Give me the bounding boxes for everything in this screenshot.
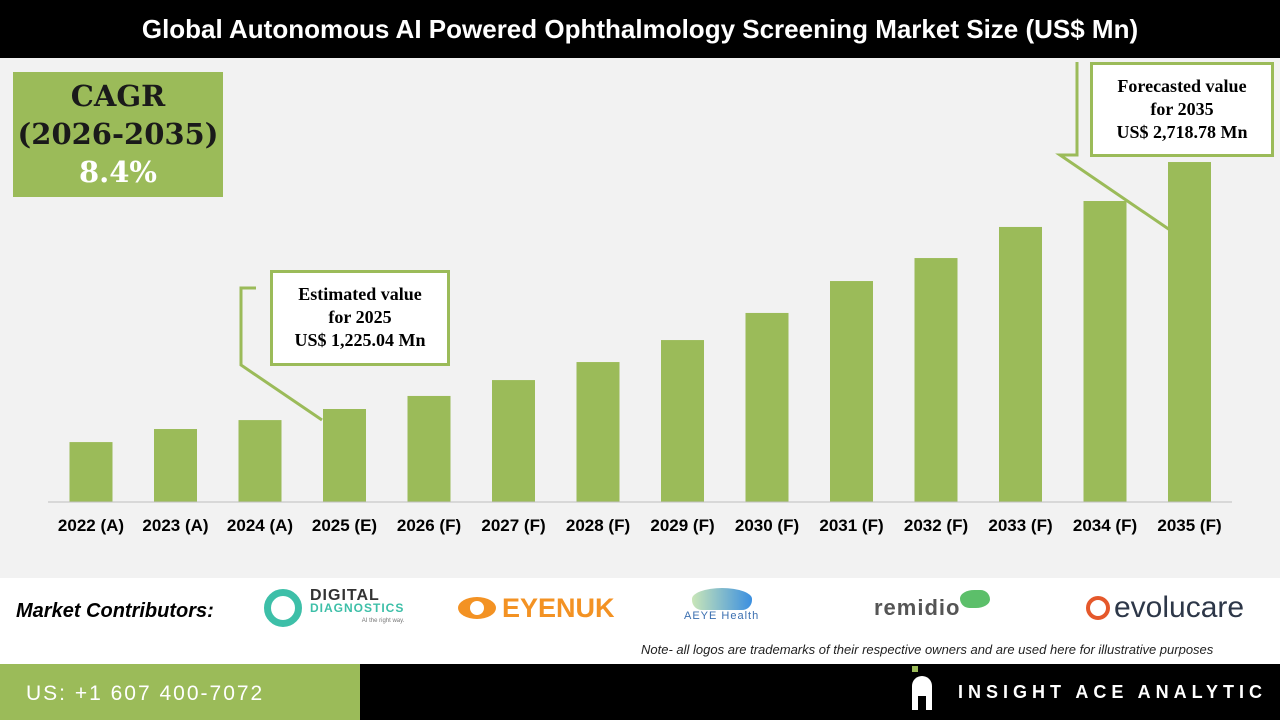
estimated-connector	[239, 286, 323, 422]
x-tick-label: 2023 (A)	[142, 516, 208, 535]
estimated-value-callout: Estimated value for 2025 US$ 1,225.04 Mn	[270, 270, 450, 366]
logo-eyenuk: EYENUK	[458, 588, 615, 628]
bar-2034-f-	[1083, 201, 1127, 502]
logo-text: DIGITAL	[310, 586, 380, 604]
bar-2026-f-	[407, 395, 451, 502]
bar-2035-f-	[1168, 162, 1211, 503]
logo-text: remidio	[874, 595, 961, 620]
x-tick-label: 2024 (A)	[227, 516, 293, 535]
market-contributors: Market Contributors: DIGITAL DIAGNOSTICS…	[0, 578, 1280, 664]
callout-line: Estimated value	[298, 284, 422, 304]
callout-line: for 2025	[328, 307, 392, 327]
callout-value: US$ 2,718.78 Mn	[1116, 122, 1248, 142]
callout-line: Forecasted value	[1117, 76, 1247, 96]
x-tick-label: 2031 (F)	[819, 516, 883, 535]
ring-icon	[264, 589, 302, 627]
bar-2023-a-	[154, 429, 197, 502]
callout-value: US$ 1,225.04 Mn	[294, 330, 426, 350]
logo-evolucare: evolucare	[1086, 588, 1244, 628]
bar-2028-f-	[576, 362, 620, 502]
bar-chart: 2022 (A) 2023 (A) 2024 (A) 2025 (E) 2026 (F)…	[48, 62, 1232, 535]
forecast-value-callout: Forecasted value for 2035 US$ 2,718.78 M…	[1090, 62, 1274, 157]
logo-text: evolucare	[1114, 591, 1245, 624]
x-tick-label: 2025 (E)	[312, 516, 377, 535]
chart-title: Global Autonomous AI Powered Ophthalmolo…	[0, 0, 1280, 58]
forecast-connector	[1055, 62, 1171, 232]
cagr-label: CAGR	[70, 79, 166, 113]
logo-text: AEYE Health	[684, 610, 760, 622]
cagr-period: (2026-2035)	[17, 117, 219, 151]
x-tick-label: 2022 (A)	[58, 516, 124, 535]
eye-icon	[691, 588, 752, 610]
logo-remidio: remidio	[874, 588, 991, 628]
logo-tagline: AI the right way.	[361, 617, 405, 624]
leaf-icon	[960, 590, 991, 608]
x-tick-label: 2033 (F)	[988, 516, 1052, 535]
bar-2033-f-	[999, 226, 1042, 503]
logo-digital-diagnostics: DIGITAL DIAGNOSTICS AI the right way.	[264, 586, 405, 628]
bar-2024-a-	[238, 420, 282, 502]
bar-2032-f-	[914, 258, 958, 502]
brand-logo-icon	[912, 666, 932, 712]
eye-icon	[458, 597, 496, 619]
logo-text: EYENUK	[502, 592, 615, 623]
swirl-icon	[1086, 596, 1110, 620]
x-tick-label: 2028 (F)	[566, 516, 630, 535]
trademark-note: Note- all logos are trademarks of their …	[641, 642, 1214, 657]
bar-2030-f-	[745, 312, 789, 502]
cagr-value: 8.4%	[78, 155, 157, 189]
logo-text: DIAGNOSTICS	[310, 600, 405, 615]
bar-2029-f-	[661, 340, 704, 502]
logo-aeye-health: AEYE Health	[684, 588, 759, 628]
x-tick-label: 2035 (F)	[1157, 516, 1221, 535]
bar-2025-e-	[323, 409, 366, 502]
phone-number[interactable]: US: +1 607 400-7072	[0, 664, 360, 720]
x-tick-label: 2030 (F)	[735, 516, 799, 535]
bar-2027-f-	[492, 380, 535, 502]
brand-name: INSIGHT ACE ANALYTIC	[958, 682, 1268, 702]
footer: US: +1 607 400-7072 INSIGHT ACE ANALYTIC	[0, 664, 1280, 720]
bar-2022-a-	[69, 442, 113, 502]
bar-2031-f-	[830, 281, 873, 502]
contributors-label: Market Contributors:	[16, 600, 214, 622]
callout-line: for 2035	[1150, 99, 1214, 119]
x-tick-label: 2032 (F)	[904, 516, 968, 535]
x-tick-label: 2034 (F)	[1073, 516, 1137, 535]
x-tick-label: 2027 (F)	[481, 516, 545, 535]
x-tick-label: 2026 (F)	[397, 516, 461, 535]
cagr-box: CAGR (2026-2035) 8.4%	[13, 72, 223, 197]
x-tick-label: 2029 (F)	[650, 516, 714, 535]
